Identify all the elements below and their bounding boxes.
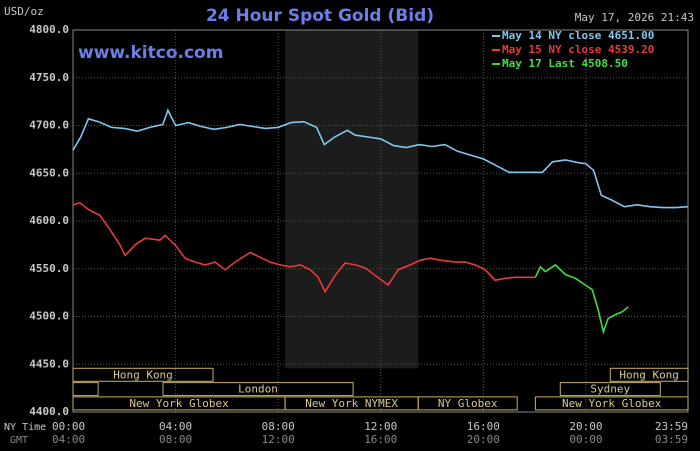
x-tick-label: 12:00 [364,420,397,433]
y-tick-label: 4800.0 [29,23,69,36]
session-label: New York Globex [129,397,229,410]
gmt-tick-label: 08:00 [159,433,192,446]
session-box [72,367,214,382]
legend-label: May 14 NY close 4651.00 [502,29,654,42]
y-tick-label: 4550.0 [29,262,69,275]
x-row-label: NY Time [4,422,46,433]
price-line [72,108,689,209]
gmt-tick-label: 20:00 [467,433,500,446]
watermark: www.kitco.com [78,43,223,63]
legend-label: May 17 Last 4508.50 [502,57,628,70]
x-tick-label: 00:00 [52,420,85,433]
session-box [72,382,99,397]
session-box [559,382,661,397]
session-label: New York NYMEX [305,397,398,410]
chart-title: 24 Hour Spot Gold (Bid) [206,6,434,26]
gmt-tick-label: 00:00 [569,433,602,446]
x-tick-label: 08:00 [262,420,295,433]
session-label: London [238,383,278,396]
y-tick-label: 4500.0 [29,310,69,323]
timestamp: May 17, 2026 21:43 [575,11,694,24]
session-box [162,382,354,397]
y-tick-label: 4600.0 [29,214,69,227]
price-line [72,202,536,294]
gmt-tick-label: 04:00 [52,433,85,446]
x-row-label: GMT [10,435,28,446]
y-tick-label: 4450.0 [29,357,69,370]
y-tick-label: 4400.0 [29,405,69,418]
gmt-tick-label: 03:59 [655,433,688,446]
x-tick-label: 16:00 [467,420,500,433]
price-line [534,263,629,335]
y-tick-label: 4700.0 [29,119,69,132]
session-label: Hong Kong [619,368,679,381]
session-label: Hong Kong [113,368,173,381]
legend-label: May 15 NY close 4539.20 [502,43,654,56]
y-tick-label: 4750.0 [29,71,69,84]
session-box [417,396,518,411]
session-label: New York Globex [562,397,662,410]
plot-frame [72,29,689,413]
session-box [534,396,689,411]
session-shade [285,30,419,369]
gmt-tick-label: 12:00 [262,433,295,446]
x-tick-label: 04:00 [159,420,192,433]
unit-label: USD/oz [4,5,44,18]
x-tick-label: 20:00 [569,420,602,433]
session-label: NY Globex [438,397,498,410]
session-box [609,367,689,382]
gmt-tick-label: 16:00 [364,433,397,446]
x-tick-label: 23:59 [655,420,688,433]
y-tick-label: 4650.0 [29,166,69,179]
session-label: Sydney [590,383,630,396]
